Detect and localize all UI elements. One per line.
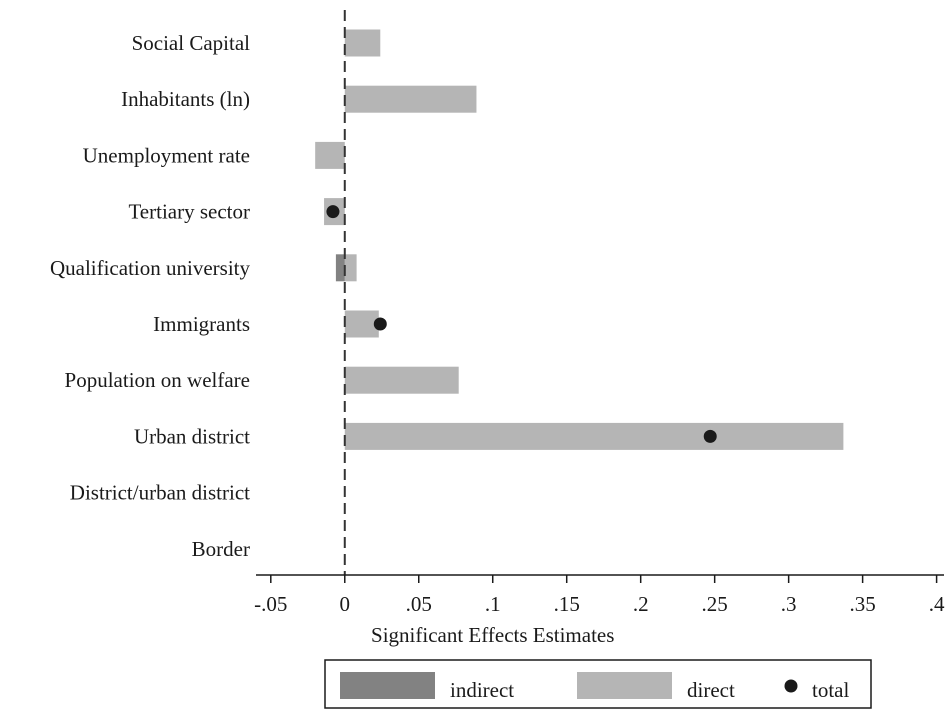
category-label-immigrants: Immigrants	[153, 312, 250, 336]
legend-swatch-direct	[577, 672, 672, 699]
category-label-urban-district: Urban district	[134, 424, 250, 448]
category-label-population-on-welfare: Population on welfare	[65, 368, 250, 392]
legend: indirect direct total	[324, 659, 872, 709]
bars-layer	[315, 29, 844, 450]
direct-bar-inhabitants-ln	[344, 85, 477, 113]
x-tick-label: .25	[702, 592, 728, 616]
total-point-tertiary-sector	[326, 205, 340, 219]
indirect-bar-qualification-university	[335, 254, 345, 282]
direct-bar-qualification-university	[344, 254, 357, 282]
x-tick-label: .2	[633, 592, 649, 616]
category-labels: Social Capital Inhabitants (ln) Unemployme…	[50, 31, 251, 561]
x-tick-label: .35	[849, 592, 875, 616]
x-tick-label: .4	[929, 592, 945, 616]
points-layer	[326, 205, 717, 443]
category-label-qualification-university: Qualification university	[50, 256, 251, 280]
total-point-immigrants	[373, 317, 387, 331]
legend-label-direct: direct	[687, 678, 735, 702]
direct-bar-population-on-welfare	[344, 366, 459, 394]
legend-label-total: total	[812, 678, 849, 702]
direct-bar-unemployment-rate	[315, 141, 345, 169]
legend-swatch-indirect	[340, 672, 435, 699]
x-tick-label: -.05	[254, 592, 287, 616]
direct-bar-urban-district	[344, 422, 844, 450]
category-label-district-urban-district: District/urban district	[70, 481, 250, 505]
category-label-border: Border	[192, 537, 250, 561]
category-label-tertiary-sector: Tertiary sector	[128, 200, 250, 224]
x-axis-title: Significant Effects Estimates	[371, 623, 614, 647]
x-tick-label: .3	[781, 592, 797, 616]
category-label-unemployment-rate: Unemployment rate	[83, 143, 250, 167]
legend-marker-total	[784, 679, 798, 693]
x-tick-label: 0	[340, 592, 351, 616]
x-tick-label: .1	[485, 592, 501, 616]
total-point-urban-district	[703, 429, 717, 443]
x-tick-label: .15	[554, 592, 580, 616]
legend-label-indirect: indirect	[450, 678, 514, 702]
direct-bar-social-capital	[344, 29, 381, 57]
direct-bar-immigrants	[344, 310, 379, 338]
x-tick-label: .05	[406, 592, 432, 616]
category-label-social-capital: Social Capital	[132, 31, 251, 55]
x-axis: -.05 0 .05 .1 .15 .2 .25 .3 .35 .4	[254, 574, 945, 616]
category-label-inhabitants-ln: Inhabitants (ln)	[121, 87, 250, 111]
